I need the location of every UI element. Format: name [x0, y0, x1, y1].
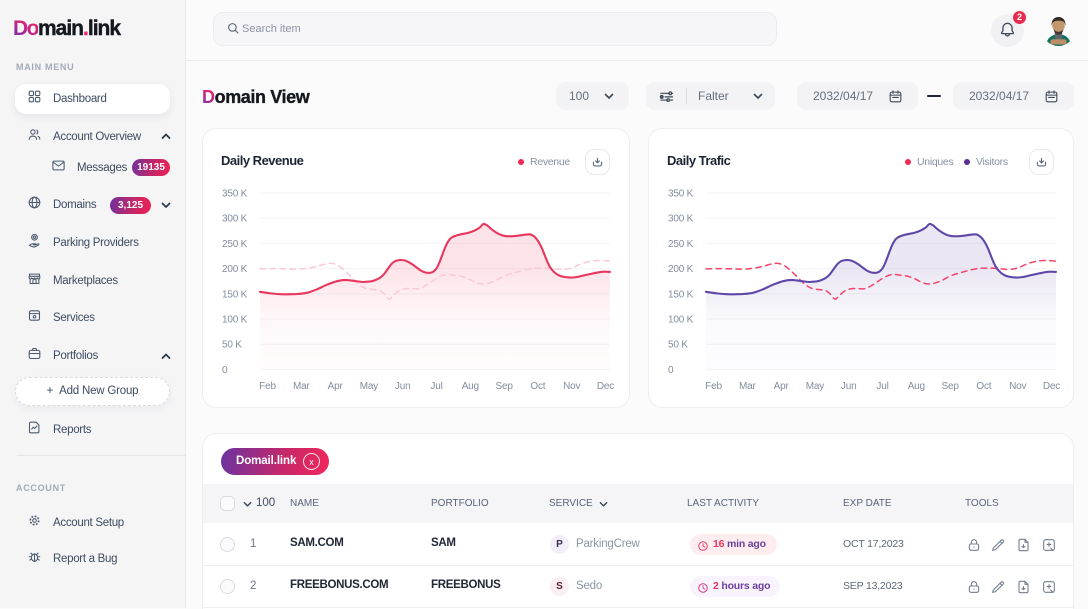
svg-text:Nov: Nov [563, 381, 580, 392]
svg-text:350 K: 350 K [668, 189, 694, 200]
svg-text:Mar: Mar [293, 381, 310, 392]
svg-text:150 K: 150 K [222, 289, 248, 300]
svg-text:250 K: 250 K [668, 239, 694, 250]
svg-text:Sep: Sep [495, 381, 513, 392]
svg-text:50 K: 50 K [222, 340, 242, 351]
svg-text:Jun: Jun [841, 381, 857, 392]
svg-text:Sep: Sep [941, 381, 959, 392]
svg-text:May: May [806, 381, 824, 392]
svg-text:Mar: Mar [739, 381, 756, 392]
svg-text:100 K: 100 K [222, 315, 248, 326]
svg-text:Apr: Apr [774, 381, 790, 392]
svg-text:300 K: 300 K [668, 214, 694, 225]
svg-text:Dec: Dec [597, 381, 614, 392]
svg-text:Apr: Apr [328, 381, 344, 392]
svg-text:Jul: Jul [430, 381, 442, 392]
svg-text:Feb: Feb [259, 381, 276, 392]
svg-text:0: 0 [222, 365, 228, 376]
svg-text:100 K: 100 K [668, 315, 694, 326]
svg-text:Aug: Aug [462, 381, 479, 392]
svg-text:0: 0 [668, 365, 674, 376]
svg-text:200 K: 200 K [668, 264, 694, 275]
svg-text:Oct: Oct [530, 381, 545, 392]
svg-text:Aug: Aug [908, 381, 925, 392]
svg-text:Nov: Nov [1009, 381, 1026, 392]
svg-text:150 K: 150 K [668, 289, 694, 300]
svg-text:May: May [360, 381, 378, 392]
svg-text:50 K: 50 K [668, 340, 688, 351]
svg-text:350 K: 350 K [222, 189, 248, 200]
svg-text:Dec: Dec [1043, 381, 1060, 392]
svg-text:Oct: Oct [976, 381, 991, 392]
svg-text:300 K: 300 K [222, 214, 248, 225]
svg-text:Jun: Jun [395, 381, 411, 392]
svg-text:Jul: Jul [876, 381, 888, 392]
svg-text:Feb: Feb [705, 381, 722, 392]
svg-text:250 K: 250 K [222, 239, 248, 250]
svg-text:200 K: 200 K [222, 264, 248, 275]
